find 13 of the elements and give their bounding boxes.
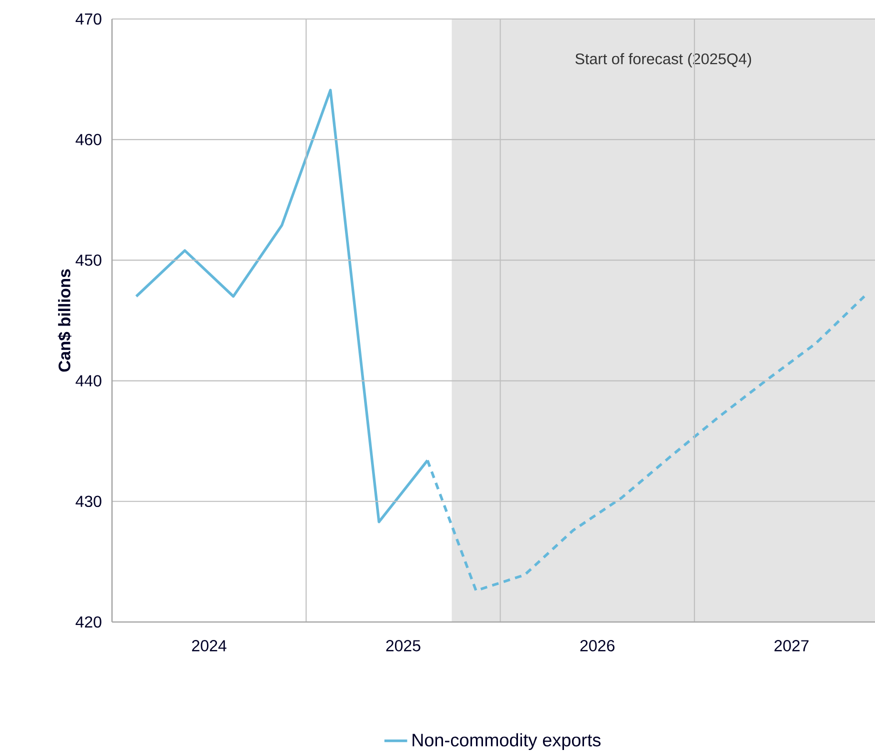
x-tick-label: 2027: [774, 640, 808, 652]
x-tick-label: 2025: [386, 640, 420, 652]
legend-label: Non-commodity exports: [412, 733, 601, 750]
y-tick-label: 460: [76, 134, 102, 146]
y-tick-label: 430: [76, 496, 102, 508]
x-tick-label: 2024: [192, 640, 226, 652]
band-label: Start of forecast (2025Q4): [575, 53, 752, 68]
y-tick-label: 440: [76, 375, 102, 386]
y-tick-label: 470: [76, 13, 102, 25]
y-tick-label: 420: [76, 616, 102, 628]
x-tick-label: 2026: [580, 640, 614, 652]
y-axis-title: Can$ billions: [58, 269, 72, 372]
y-tick-label: 450: [76, 254, 102, 266]
